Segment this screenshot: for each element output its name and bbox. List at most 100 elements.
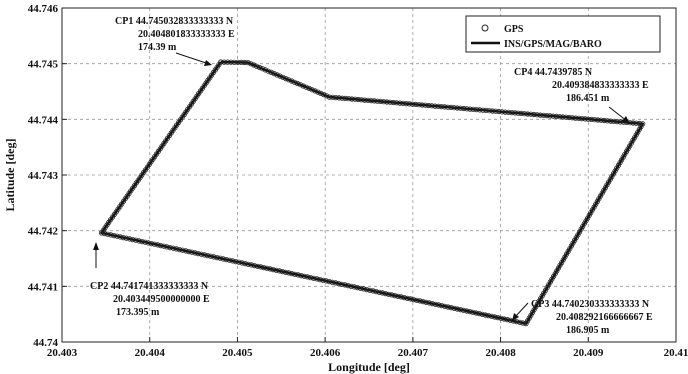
- gps-point: [576, 115, 582, 121]
- cp1-line-3: 174.39 m: [138, 42, 177, 53]
- gps-point: [442, 303, 448, 309]
- gps-point: [295, 272, 301, 278]
- gps-point: [640, 121, 646, 127]
- cp4-arrow-head: [622, 116, 630, 124]
- gps-point: [339, 281, 345, 287]
- gps-point: [438, 104, 444, 110]
- gps-point: [407, 296, 414, 302]
- gps-point: [273, 267, 279, 273]
- legend-gps-label: GPS: [504, 24, 524, 35]
- gps-point: [614, 119, 620, 125]
- annotation-cp2: CP2 44.741741333333333 N 20.403449500000…: [90, 242, 210, 318]
- gps-point: [151, 241, 158, 247]
- gps-point: [595, 117, 601, 123]
- gps-point: [520, 320, 526, 326]
- gps-point: [351, 284, 357, 290]
- gps-point: [170, 245, 176, 251]
- gps-point: [528, 312, 534, 318]
- gps-point: [518, 110, 524, 117]
- gps-point: [604, 118, 611, 124]
- gps-point: [123, 235, 130, 241]
- gps-point: [214, 255, 220, 261]
- gps-point: [536, 298, 542, 304]
- gps-point: [382, 290, 389, 297]
- gps-point: [255, 263, 261, 269]
- gps-point: [225, 59, 231, 65]
- gps-point: [403, 101, 409, 107]
- gps-point: [550, 113, 556, 119]
- gps-point: [534, 112, 540, 118]
- gps-point: [117, 234, 123, 240]
- gps-point: [589, 207, 596, 213]
- gps-point: [586, 212, 592, 218]
- gps-point: [297, 82, 303, 88]
- gps-point: [570, 240, 576, 246]
- gps-point: [636, 120, 643, 127]
- gps-point: [414, 297, 420, 303]
- gps-point: [364, 286, 370, 293]
- gps-point: [417, 298, 423, 304]
- gps-point: [585, 116, 591, 122]
- gps-point: [348, 283, 354, 289]
- gps-point: [361, 286, 367, 292]
- gps-point: [460, 307, 467, 313]
- gps-point: [392, 292, 398, 299]
- gps-point: [208, 253, 214, 259]
- gps-point: [251, 62, 257, 68]
- gps-point: [482, 312, 488, 318]
- gps-point: [464, 106, 470, 112]
- gps-point: [454, 306, 460, 312]
- gps-point: [501, 316, 507, 322]
- gps-point: [573, 235, 579, 241]
- gps-point: [304, 274, 311, 280]
- gps-point: [572, 115, 579, 121]
- gps-point: [379, 290, 385, 296]
- gps-point: [627, 143, 633, 149]
- gps-point: [248, 262, 254, 268]
- gps-point: [457, 105, 464, 111]
- gps-point: [323, 278, 329, 284]
- gps-point: [560, 114, 566, 120]
- gps-point: [605, 179, 612, 185]
- cp1-line-1: CP1 44.745032833333333 N: [115, 16, 234, 27]
- gps-point: [547, 113, 553, 119]
- gps-point: [98, 230, 105, 236]
- gps-point: [354, 284, 360, 291]
- gps-point: [373, 288, 379, 295]
- gps-point: [271, 71, 277, 77]
- gps-point: [546, 282, 552, 288]
- gps-point: [612, 168, 618, 174]
- legend-box: [465, 15, 661, 53]
- gps-point: [133, 237, 139, 243]
- gps-point: [560, 257, 566, 263]
- gps-point: [457, 306, 464, 313]
- gps-point: [236, 259, 242, 265]
- gps-point: [242, 260, 248, 267]
- gps-point: [429, 300, 435, 307]
- annotation-cp3: CP3 44.740230333333333 N 20.408292166666…: [512, 299, 653, 336]
- gps-point: [493, 108, 499, 114]
- gps-point: [563, 251, 570, 257]
- gps-point: [588, 210, 594, 216]
- gps-point: [378, 98, 384, 105]
- gps-point: [289, 270, 295, 277]
- gps-point: [409, 101, 416, 107]
- gps-point: [167, 245, 173, 251]
- gps-point: [604, 182, 610, 188]
- gps-point: [609, 173, 615, 180]
- gps-point: [251, 262, 257, 269]
- gps-point: [569, 115, 576, 121]
- gps-point: [139, 239, 145, 245]
- gps-point: [368, 98, 374, 104]
- gps-point: [580, 223, 586, 230]
- legend-gps-marker: [481, 24, 489, 32]
- gps-point: [429, 103, 435, 109]
- gps-point: [136, 238, 142, 244]
- gps-point: [489, 108, 496, 114]
- gps-point: [557, 262, 563, 268]
- gps-point: [345, 282, 351, 289]
- gps-point: [280, 74, 286, 80]
- gps-point: [406, 101, 412, 107]
- gps-point: [336, 95, 342, 101]
- gps-point: [467, 106, 473, 112]
